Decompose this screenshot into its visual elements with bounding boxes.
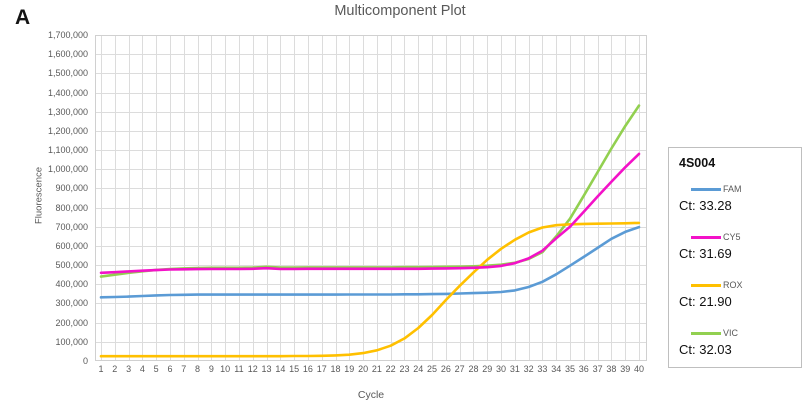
y-tick-label: 200,000	[55, 317, 88, 328]
x-tick-label: 6	[167, 364, 173, 374]
y-tick-label: 1,300,000	[47, 106, 88, 117]
y-tick-label: 1,600,000	[47, 49, 88, 60]
y-tick-label: 0	[82, 356, 88, 366]
plot-border	[95, 35, 647, 361]
y-tick-label: 600,000	[55, 240, 88, 251]
legend-swatch-vic	[691, 331, 721, 335]
x-tick-label: 26	[440, 364, 451, 374]
legend-series-name: VIC	[723, 328, 739, 338]
plot-area	[95, 35, 647, 361]
x-tick-label: 13	[261, 364, 272, 374]
y-axis-title: Fluorescence	[33, 166, 45, 225]
legend-ct-value: Ct: 32.03	[679, 342, 732, 357]
y-tick-label: 1,100,000	[47, 145, 88, 156]
legend-ct-value: Ct: 31.69	[679, 246, 732, 261]
legend-swatch-rox	[691, 283, 721, 287]
x-tick-label: 29	[482, 364, 493, 374]
x-tick-label: 10	[220, 364, 231, 374]
gridlines	[95, 35, 647, 361]
x-tick-label: 33	[537, 364, 548, 374]
x-tick-label: 17	[316, 364, 327, 374]
x-tick-label: 27	[454, 364, 465, 374]
x-tick-label: 5	[153, 364, 159, 374]
legend-swatch-row: FAM	[691, 183, 791, 195]
legend-ct-value: Ct: 21.90	[679, 294, 732, 309]
x-tick-label: 19	[344, 364, 355, 374]
x-tick-label: 4	[139, 364, 145, 374]
legend-series-name: FAM	[723, 184, 742, 194]
y-tick-label: 900,000	[55, 183, 88, 194]
y-tick-label: 1,200,000	[47, 125, 88, 136]
x-tick-label: 3	[126, 364, 132, 374]
panel-label-a: A	[15, 6, 31, 29]
legend-swatch-row: ROX	[691, 279, 791, 291]
x-tick-label: 37	[592, 364, 603, 374]
legend-swatch-cy5	[691, 235, 721, 239]
legend-entries: FAM Ct: 33.28 CY5 Ct: 31.69 ROX Ct: 21.90 VIC C…	[679, 183, 791, 358]
x-tick-label: 30	[496, 364, 507, 374]
chart-canvas	[95, 35, 647, 361]
x-tick-label: 14	[275, 364, 286, 374]
series-line-fam	[99, 225, 641, 299]
x-tick-label: 15	[289, 364, 300, 374]
x-tick-label: 24	[413, 364, 424, 374]
x-tick-label: 1	[98, 364, 104, 374]
x-tick-label: 34	[551, 364, 562, 374]
series-line-cy5	[99, 152, 641, 275]
series-line-rox	[99, 221, 641, 358]
y-tick-label: 1,000,000	[47, 164, 88, 175]
x-tick-label: 21	[371, 364, 382, 374]
legend-entry-rox: ROX Ct: 21.90	[679, 279, 791, 310]
x-tick-label: 31	[509, 364, 520, 374]
legend-entry-vic: VIC Ct: 32.03	[679, 327, 791, 358]
legend-swatch-row: CY5	[691, 231, 791, 243]
y-tick-label: 100,000	[55, 336, 88, 347]
legend-title: 4S004	[679, 156, 716, 170]
x-tick-label: 7	[181, 364, 187, 374]
x-tick-label: 11	[234, 364, 244, 374]
x-tick-label: 8	[195, 364, 201, 374]
legend-ct-value: Ct: 33.28	[679, 198, 732, 213]
y-tick-label: 1,400,000	[47, 87, 88, 98]
x-tick-label: 38	[606, 364, 617, 374]
x-tick-label: 35	[565, 364, 576, 374]
legend-swatch-row: VIC	[691, 327, 791, 339]
legend-swatch-fam	[691, 187, 721, 191]
y-tick-label: 700,000	[55, 221, 88, 232]
y-tick-label: 1,500,000	[47, 68, 88, 79]
x-tick-label: 22	[385, 364, 396, 374]
x-tick-label: 36	[578, 364, 589, 374]
x-tick-label: 16	[302, 364, 313, 374]
legend-entry-fam: FAM Ct: 33.28	[679, 183, 791, 214]
y-tick-label: 500,000	[55, 260, 88, 271]
x-tick-label: 25	[427, 364, 438, 374]
x-tick-label: 39	[620, 364, 631, 374]
y-tick-label: 800,000	[55, 202, 88, 213]
legend-series-name: CY5	[723, 232, 741, 242]
x-tick-label: 2	[112, 364, 118, 374]
x-tick-label: 18	[330, 364, 341, 374]
y-tick-label: 1,700,000	[47, 30, 88, 40]
x-tick-label: 12	[247, 364, 258, 374]
x-tick-label: 20	[358, 364, 369, 374]
x-tick-label: 32	[523, 364, 534, 374]
y-tick-label: 300,000	[55, 298, 88, 309]
legend-entry-cy5: CY5 Ct: 31.69	[679, 231, 791, 262]
y-tick-label: 400,000	[55, 279, 88, 290]
x-tick-label: 9	[208, 364, 214, 374]
x-tick-label: 28	[468, 364, 479, 374]
legend-box: 4S004 FAM Ct: 33.28 CY5 Ct: 31.69 ROX Ct: 21.…	[668, 147, 802, 368]
x-axis-title: Cycle	[357, 389, 385, 401]
x-tick-label: 23	[399, 364, 410, 374]
chart-title: Multicomponent Plot	[334, 3, 466, 19]
x-tick-label: 40	[633, 364, 644, 374]
legend-series-name: ROX	[723, 280, 743, 290]
